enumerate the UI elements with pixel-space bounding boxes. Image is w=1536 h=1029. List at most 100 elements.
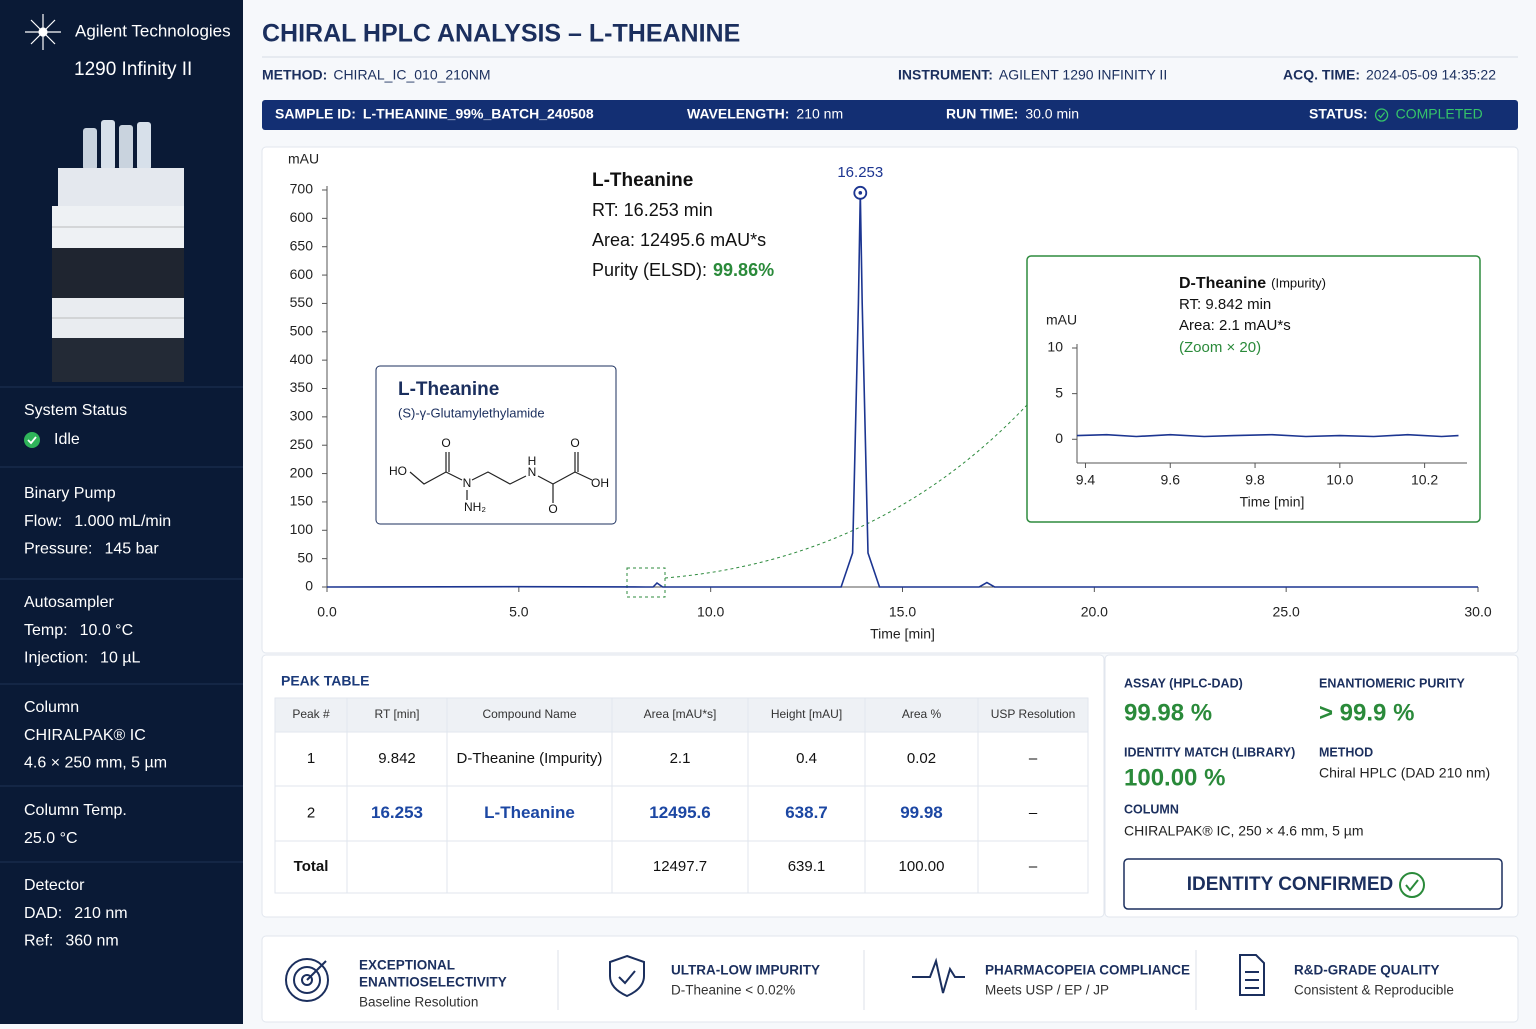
verdict[interactable]: IDENTITY CONFIRMED (1187, 874, 1394, 895)
table-cell: – (1029, 804, 1038, 821)
x-axis-label: Time [min] (870, 626, 935, 642)
feature-title: PHARMACOPEIA COMPLIANCE (985, 963, 1190, 978)
signal-line (326, 192, 1478, 588)
summary-value: 99.98 % (1124, 699, 1212, 726)
meta-label: ACQ. TIME: (1283, 67, 1360, 83)
section-title: Column Temp. (24, 802, 127, 819)
feature-title: ENANTIOSELECTIVITY (359, 975, 507, 990)
status-check (27, 436, 37, 445)
sidebar-row-value: 360 nm (65, 933, 118, 950)
page-title: CHIRAL HPLC ANALYSIS – L-THEANINE (262, 20, 740, 48)
annotation-name: L-Theanine (592, 170, 693, 191)
summary-value: Chiral HPLC (DAD 210 nm) (1319, 765, 1490, 781)
status-value: Idle (54, 431, 80, 448)
table-cell: 1 (307, 750, 315, 767)
sidebar-row-value: 145 bar (104, 541, 159, 558)
sidebar-row-label: Ref: (24, 933, 53, 950)
sample-bar (262, 100, 1518, 130)
sidebar-row-value: 25.0 °C (24, 830, 78, 847)
table-cell: 2.1 (670, 750, 691, 767)
status-check (1378, 112, 1386, 119)
sample-label: STATUS: (1309, 106, 1368, 122)
table-cell: 12495.6 (649, 803, 710, 822)
section-title: Binary Pump (24, 485, 116, 502)
table-cell: Total (294, 858, 329, 875)
column-header: Height [mAU] (771, 707, 842, 721)
brand: Agilent Technologies (75, 21, 231, 40)
summary-value: CHIRALPAK® IC, 250 × 4.6 mm, 5 µm (1124, 823, 1363, 839)
y-tick-label: 300 (290, 408, 314, 424)
sidebar-row-label: Injection: (24, 650, 88, 667)
y-axis-label: mAU (288, 151, 319, 167)
column-header: Compound Name (482, 707, 576, 721)
atom-label: O (441, 436, 450, 450)
structure-iupac: (S)-γ-Glutamylethylamide (398, 405, 545, 420)
annotation-purity-label: Purity (ELSD): (592, 260, 707, 280)
y-tick-label: 400 (290, 351, 314, 367)
y-tick-label: 500 (290, 322, 314, 338)
summary-card (1104, 654, 1519, 918)
feature-dividers (557, 950, 1197, 1010)
y-tick-label: 0 (1055, 430, 1063, 446)
x-tick-label: 10.0 (697, 604, 724, 620)
inset-box (1026, 255, 1481, 523)
summary-label: METHOD (1319, 745, 1373, 759)
table-cell: 100.00 (899, 858, 945, 875)
y-tick-label: 600 (290, 266, 314, 282)
summary-label: ASSAY (HPLC-DAD) (1124, 676, 1243, 690)
column-header: Peak # (292, 707, 330, 721)
sidebar-row-label: Flow: (24, 513, 62, 530)
sample-label: RUN TIME: (946, 106, 1018, 122)
x-tick-label: 0.0 (317, 604, 337, 620)
sample-value: 210 nm (796, 106, 843, 122)
x-tick-label: 10.0 (1326, 472, 1353, 488)
feature-title: ULTRA-LOW IMPURITY (671, 963, 820, 978)
meta-label: METHOD: (262, 67, 327, 83)
y-tick-label: 0 (305, 578, 313, 594)
y-tick-label: 10 (1047, 339, 1063, 355)
feature-title: EXCEPTIONAL (359, 958, 455, 973)
annotation-purity: 99.86% (713, 260, 774, 280)
feature-subtitle: Consistent & Reproducible (1294, 983, 1454, 998)
sidebar-row-value: 10.0 °C (80, 622, 134, 639)
feature-title: R&D-GRADE QUALITY (1294, 963, 1440, 978)
x-tick-label: 10.2 (1411, 472, 1438, 488)
meta-label: INSTRUMENT: (898, 67, 993, 83)
atom-label: O (570, 436, 579, 450)
summary-label: ENANTIOMERIC PURITY (1319, 676, 1466, 690)
sidebar-row-value: 210 nm (74, 905, 127, 922)
sample-value: 30.0 min (1025, 106, 1079, 122)
feature-strip (261, 935, 1519, 1023)
feature-subtitle: Baseline Resolution (359, 995, 478, 1010)
zoom-connector (664, 404, 1028, 579)
inset-area: Area: 2.1 mAU*s (1179, 317, 1291, 334)
structure-box (375, 365, 617, 525)
x-tick-label: 15.0 (889, 604, 916, 620)
section-title: Autosampler (24, 594, 114, 611)
logo (25, 14, 61, 50)
status-icon (24, 432, 40, 448)
sample-value: COMPLETED (1396, 106, 1483, 122)
table-cell: 638.7 (785, 803, 828, 822)
atom-label: O (548, 502, 557, 516)
table-frame (274, 697, 1089, 894)
table-cell: 99.98 (900, 803, 943, 822)
atom-label: N (463, 476, 472, 490)
atom-label: OH (591, 476, 609, 490)
y-tick-label: 650 (290, 237, 314, 253)
sidebar-row-value: 10 µL (100, 650, 140, 667)
meta-value: CHIRAL_IC_010_210NM (333, 67, 490, 83)
inset-title: D-Theanine (1179, 275, 1266, 292)
sidebar-row-value: CHIRALPAK® IC (24, 727, 146, 744)
y-tick-label: 600 (290, 209, 314, 225)
signal-line (1076, 433, 1459, 438)
table-cell: – (1029, 858, 1038, 875)
apex-dot (858, 191, 863, 195)
x-tick-label: 9.4 (1076, 472, 1096, 488)
y-tick-label: 5 (1055, 384, 1063, 400)
section-title: Column (24, 699, 79, 716)
sidebar-row-label: Pressure: (24, 541, 92, 558)
verdict-icon (1399, 872, 1425, 898)
status-icon (1374, 108, 1389, 122)
